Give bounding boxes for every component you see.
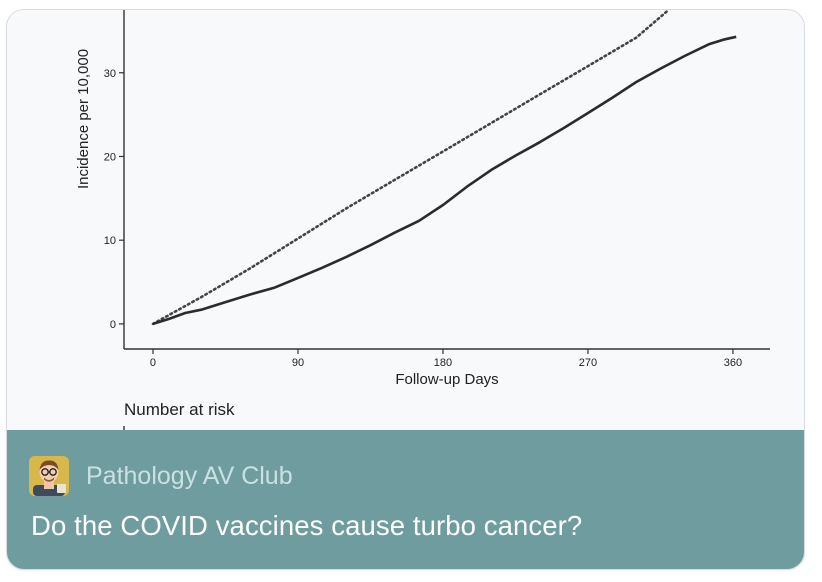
dotted-series-line — [151, 10, 670, 326]
y-tick-label: 30 — [104, 68, 116, 80]
x-axis-label: Follow-up Days — [395, 371, 498, 388]
incidence-chart: 0 90 180 270 360 0 10 20 30 Follow-up Days Inci… — [75, 10, 770, 430]
source-name[interactable]: Pathology AV Club — [86, 461, 293, 490]
number-at-risk-label: Number at risk — [124, 400, 235, 419]
x-tick-label: 0 — [150, 357, 156, 369]
x-tick-label: 270 — [579, 357, 597, 369]
source-row[interactable]: Pathology AV Club — [29, 456, 293, 496]
y-tick-label: 10 — [104, 235, 116, 247]
card-footer[interactable]: Pathology AV Club Do the COVID vaccines … — [7, 430, 804, 569]
y-tick-label: 20 — [104, 151, 116, 163]
solid-series-line — [152, 35, 737, 326]
x-tick-label: 360 — [724, 357, 742, 369]
card-title[interactable]: Do the COVID vaccines cause turbo cancer… — [31, 510, 583, 541]
y-tick-label: 0 — [110, 319, 116, 331]
preview-image[interactable]: 0 90 180 270 360 0 10 20 30 Follow-up Days Inci… — [7, 10, 804, 430]
person-avatar-icon — [29, 456, 69, 496]
link-preview-card[interactable]: 0 90 180 270 360 0 10 20 30 Follow-up Days Inci… — [6, 9, 805, 570]
x-tick-label: 90 — [292, 357, 304, 369]
y-axis-label: Incidence per 10,000 — [75, 49, 92, 189]
x-tick-label: 180 — [434, 357, 452, 369]
